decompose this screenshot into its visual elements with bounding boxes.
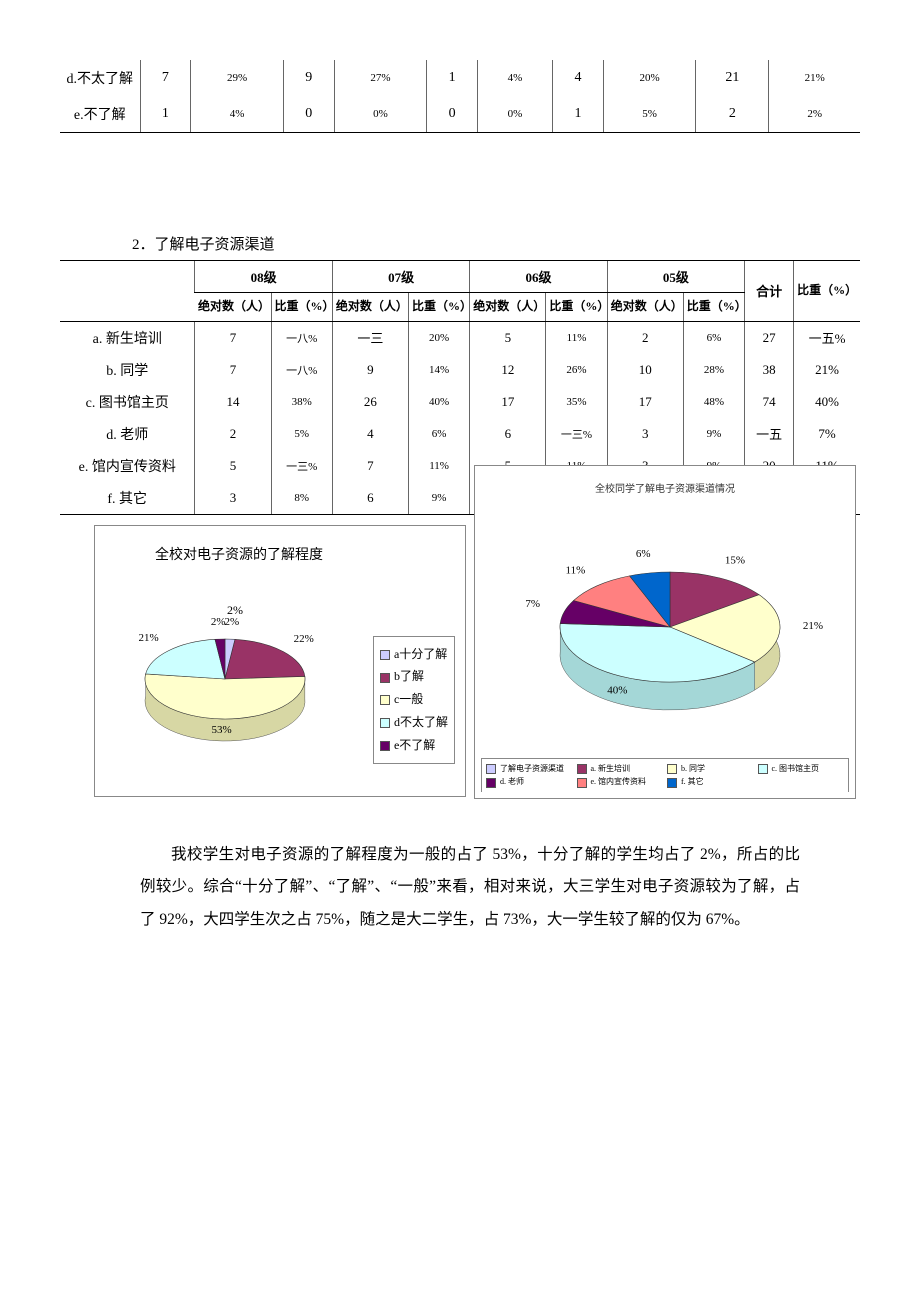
svg-text:11%: 11% [566, 564, 586, 576]
pie-chart-2: 15% 21% 40% 7% 11% 6% [475, 497, 855, 747]
top-partial-table: d.不太了解729%927%14%420%2121%e.不了解14%00%00%… [60, 60, 860, 133]
svg-text:6%: 6% [636, 547, 651, 559]
svg-text:21%: 21% [139, 631, 159, 643]
chart2-legend: 了解电子资源渠道a. 新生培训b. 同学c. 图书馆主页d. 老师e. 馆内宣传… [481, 758, 849, 791]
svg-text:2%: 2% [211, 616, 226, 628]
svg-text:40%: 40% [607, 684, 627, 696]
col-total: 合计 [745, 261, 794, 322]
svg-text:53%: 53% [212, 724, 232, 736]
svg-text:22%: 22% [294, 633, 314, 645]
svg-text:7%: 7% [525, 598, 540, 610]
svg-text:15%: 15% [725, 554, 745, 566]
col-05: 05级 [607, 261, 744, 293]
chart-channels: 全校同学了解电子资源渠道情况 15% 21% 40% 7% 11% 6% 了解电子资源渠道… [474, 465, 856, 799]
chart-understanding: 全校对电子资源的了解程度 2% 22% 53% 21% 2%2% a十分了解b了解c一般… [94, 525, 466, 797]
svg-text:2%: 2% [224, 616, 239, 628]
section-2-title: 2．了解电子资源渠道 [132, 233, 860, 254]
analysis-paragraph: 我校学生对电子资源的了解程度为一般的占了 53%，十分了解的学生均占了 2%，所… [140, 839, 800, 937]
chart1-title: 全校对电子资源的了解程度 [155, 544, 465, 564]
col-weight: 比重（%） [794, 261, 860, 322]
col-06: 06级 [470, 261, 607, 293]
col-07: 07级 [332, 261, 469, 293]
svg-text:2%: 2% [227, 603, 243, 617]
chart1-legend: a十分了解b了解c一般d不太了解e不了解 [373, 636, 455, 764]
svg-text:21%: 21% [803, 620, 823, 632]
col-08: 08级 [195, 261, 332, 293]
chart2-title: 全校同学了解电子资源渠道情况 [475, 480, 855, 495]
